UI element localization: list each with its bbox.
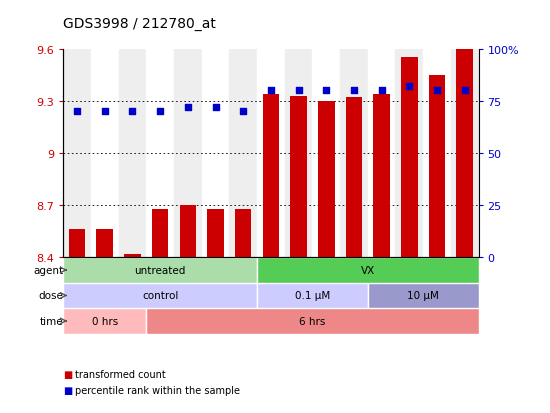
Text: VX: VX <box>361 265 375 275</box>
Text: 0 hrs: 0 hrs <box>92 316 118 326</box>
Bar <box>451 50 478 258</box>
Bar <box>207 209 224 258</box>
Bar <box>63 258 257 283</box>
Bar <box>290 96 307 258</box>
Point <box>350 88 359 95</box>
Bar <box>401 58 417 258</box>
Bar <box>146 309 478 334</box>
Text: time: time <box>40 316 63 326</box>
Text: transformed count: transformed count <box>75 369 166 379</box>
Point <box>128 109 137 115</box>
Bar <box>146 50 174 258</box>
Text: control: control <box>142 291 178 301</box>
Point <box>73 109 81 115</box>
Point <box>266 88 275 95</box>
Bar <box>373 95 390 258</box>
Point <box>322 88 331 95</box>
Bar <box>63 50 91 258</box>
Bar <box>395 50 423 258</box>
Bar <box>235 209 251 258</box>
Bar <box>229 50 257 258</box>
Bar <box>368 283 478 309</box>
Text: dose: dose <box>39 291 63 301</box>
Text: ■: ■ <box>63 369 73 379</box>
Bar <box>63 309 146 334</box>
Text: untreated: untreated <box>134 265 186 275</box>
Bar <box>124 254 141 258</box>
Bar <box>257 283 368 309</box>
Bar <box>152 209 168 258</box>
Bar <box>202 50 229 258</box>
Text: 0.1 μM: 0.1 μM <box>295 291 330 301</box>
Bar <box>345 98 362 258</box>
Text: 6 hrs: 6 hrs <box>299 316 326 326</box>
Bar <box>179 206 196 258</box>
Bar <box>285 50 312 258</box>
Bar <box>257 50 285 258</box>
Point <box>239 109 248 115</box>
Bar <box>423 50 451 258</box>
Bar <box>91 50 119 258</box>
Point <box>377 88 386 95</box>
Bar <box>318 102 334 258</box>
Text: ■: ■ <box>63 385 73 395</box>
Bar <box>262 95 279 258</box>
Text: GDS3998 / 212780_at: GDS3998 / 212780_at <box>63 17 216 31</box>
Bar <box>312 50 340 258</box>
Point <box>100 109 109 115</box>
Bar <box>340 50 368 258</box>
Point <box>294 88 303 95</box>
Bar <box>119 50 146 258</box>
Bar <box>63 283 257 309</box>
Bar <box>96 230 113 258</box>
Bar <box>456 50 473 258</box>
Bar <box>69 230 85 258</box>
Point <box>156 109 164 115</box>
Point <box>211 104 220 111</box>
Point <box>405 84 414 90</box>
Bar <box>368 50 395 258</box>
Point <box>183 104 192 111</box>
Bar <box>428 76 446 258</box>
Point <box>433 88 442 95</box>
Bar <box>174 50 202 258</box>
Point <box>460 88 469 95</box>
Bar <box>257 258 478 283</box>
Text: percentile rank within the sample: percentile rank within the sample <box>75 385 240 395</box>
Text: 10 μM: 10 μM <box>407 291 439 301</box>
Text: agent: agent <box>33 265 63 275</box>
